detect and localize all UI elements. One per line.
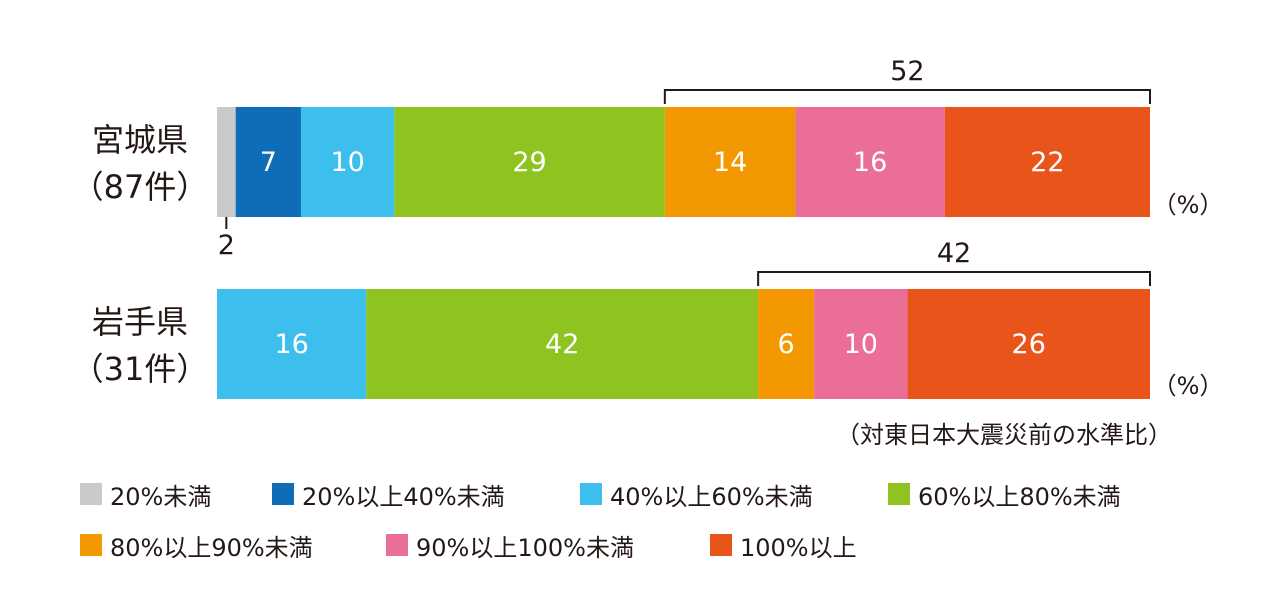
percent-unit-label: （%） bbox=[1153, 191, 1224, 219]
bar-segment bbox=[944, 107, 1150, 217]
bar-segment bbox=[300, 107, 395, 217]
bracket-total-label: 42 bbox=[937, 238, 971, 269]
bracket-total-label: 52 bbox=[890, 56, 924, 87]
value-labels-layer: 2 7 10 29 14 16 22 16 42 6 10 26 bbox=[218, 147, 1065, 360]
bar-segment bbox=[907, 289, 1150, 399]
category-count-label: （31件） bbox=[72, 350, 209, 388]
data-label: 7 bbox=[260, 147, 277, 178]
bar-segment bbox=[394, 107, 665, 217]
bar-segment bbox=[758, 289, 815, 399]
bar-segment bbox=[664, 107, 796, 217]
bar-segment bbox=[814, 289, 908, 399]
data-label: 16 bbox=[853, 147, 887, 178]
chart-note: （対東日本大震災前の水準比） bbox=[836, 421, 1172, 449]
category-label: 宮城県 bbox=[92, 121, 188, 159]
brackets-layer: 52 42 bbox=[663, 56, 1151, 286]
data-label: 10 bbox=[330, 147, 364, 178]
total-bracket bbox=[663, 89, 1151, 104]
bar-segment bbox=[217, 289, 367, 399]
data-label: 26 bbox=[1012, 329, 1046, 360]
bars-layer bbox=[217, 107, 1150, 399]
data-label: 29 bbox=[512, 147, 546, 178]
category-count-label: （87件） bbox=[72, 168, 209, 206]
data-label: 42 bbox=[545, 329, 579, 360]
bar-segment bbox=[366, 289, 759, 399]
data-label: 10 bbox=[844, 329, 878, 360]
percent-unit-label: （%） bbox=[1153, 372, 1224, 400]
data-label: 2 bbox=[218, 230, 235, 261]
category-labels-layer: 宮城県 （87件） 岩手県 （31件） bbox=[72, 121, 209, 388]
data-label: 14 bbox=[713, 147, 747, 178]
data-label: 16 bbox=[274, 329, 308, 360]
data-label: 6 bbox=[778, 329, 795, 360]
bar-segment bbox=[235, 107, 301, 217]
category-label: 岩手県 bbox=[92, 303, 188, 341]
total-bracket bbox=[757, 271, 1151, 286]
bar-segment bbox=[217, 107, 236, 217]
data-label: 22 bbox=[1030, 147, 1064, 178]
bar-segment bbox=[795, 107, 945, 217]
